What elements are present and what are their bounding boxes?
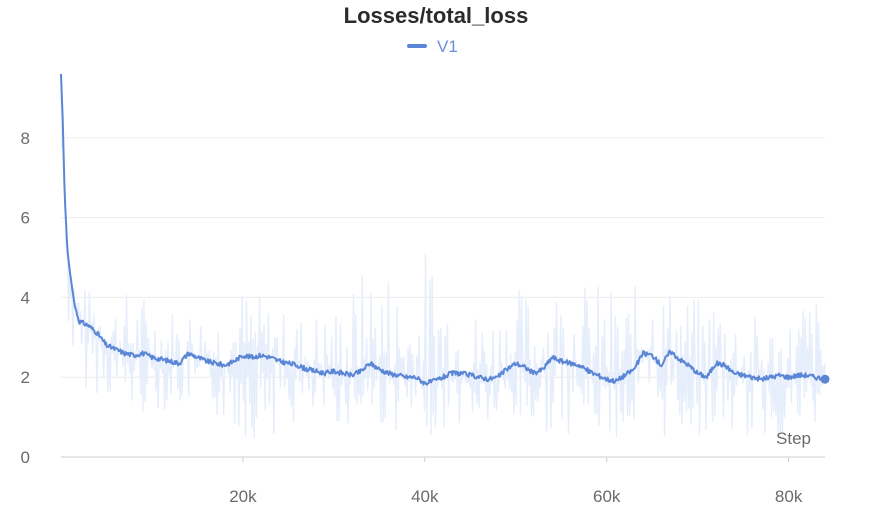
y-tick-label: 6 <box>21 209 30 228</box>
y-tick-label: 0 <box>21 448 30 467</box>
x-axis-title: Step <box>776 429 811 448</box>
series-line-v1[interactable] <box>60 73 826 386</box>
y-tick-label: 2 <box>21 368 30 387</box>
x-axis-ticks: 20k 40k 60k 80k <box>229 457 803 506</box>
x-tick-label: 60k <box>593 487 621 506</box>
x-tick-label: 20k <box>229 487 257 506</box>
legend-label-v1: V1 <box>437 37 458 56</box>
y-tick-label: 4 <box>21 288 30 307</box>
x-tick-label: 80k <box>775 487 803 506</box>
raw-series-band <box>60 73 826 438</box>
y-tick-label: 8 <box>21 129 30 148</box>
chart-title: Losses/total_loss <box>344 3 529 28</box>
x-tick-label: 40k <box>411 487 439 506</box>
series-end-point[interactable] <box>820 374 830 384</box>
y-axis-ticks: 0 2 4 6 8 <box>21 129 30 467</box>
legend[interactable]: V1 <box>407 37 458 56</box>
